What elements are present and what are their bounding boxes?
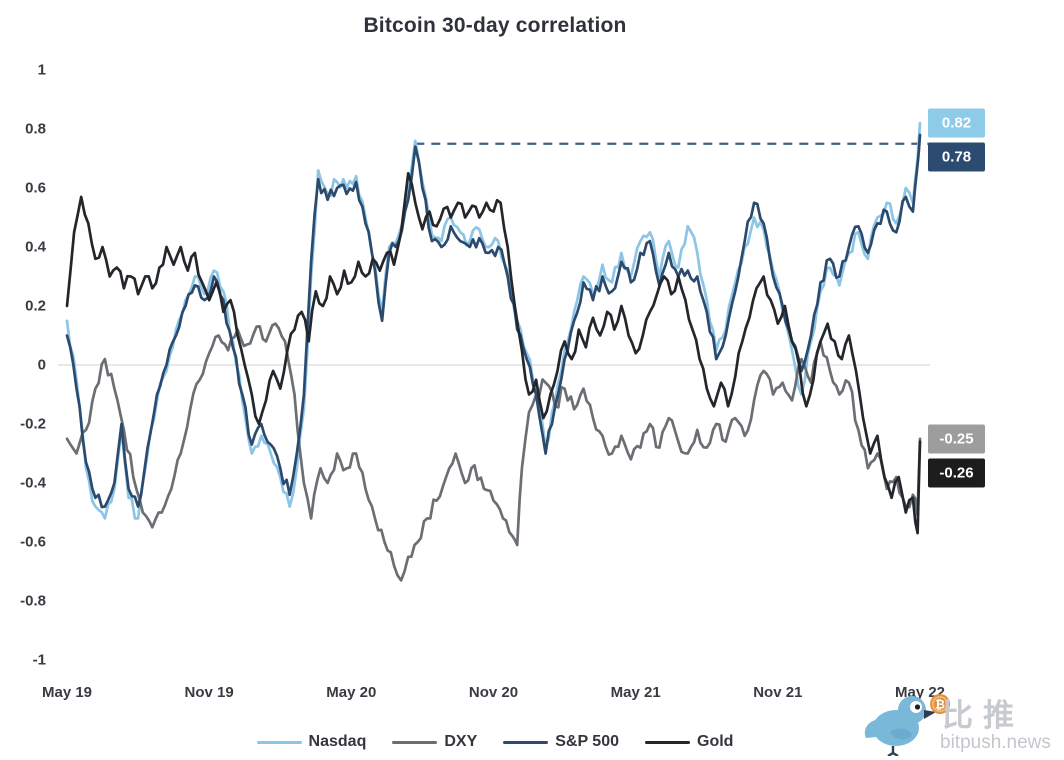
y-tick--0.4: -0.4 <box>20 474 46 492</box>
y-tick-0.8: 0.8 <box>25 120 46 138</box>
legend-label: DXY <box>444 733 478 750</box>
legend-swatch <box>645 740 690 744</box>
svg-text:₿: ₿ <box>935 698 945 712</box>
watermark-chinese-name: 比推 <box>942 698 1024 733</box>
legend-swatch <box>256 740 302 744</box>
bitcoin-coin-icon: ₿ <box>930 694 950 714</box>
series-line-dxy <box>65 322 922 582</box>
end-value-label-gold: -0.26 <box>928 458 985 488</box>
y-tick-0.4: 0.4 <box>25 238 46 256</box>
legend-label: Gold <box>697 733 734 750</box>
legend-item-s-p-500: S&P 500 <box>503 733 619 751</box>
y-tick-0: 0 <box>37 356 46 374</box>
legend-label: S&P 500 <box>555 733 619 750</box>
y-tick--0.6: -0.6 <box>20 533 46 551</box>
series-line-s-p-500 <box>65 133 922 509</box>
series-line-nasdaq <box>65 121 922 520</box>
x-tick-may-21: May 21 <box>610 684 661 701</box>
x-tick-nov-19: Nov 19 <box>184 684 234 701</box>
x-tick-nov-20: Nov 20 <box>468 684 519 701</box>
y-tick--0.2: -0.2 <box>20 415 46 433</box>
y-tick-0.6: 0.6 <box>25 179 46 197</box>
twitter-bird-icon: ₿ <box>864 694 950 756</box>
y-tick-0.2: 0.2 <box>25 297 46 315</box>
series-line-gold <box>65 171 922 535</box>
x-tick-may-20: May 20 <box>326 684 377 701</box>
bitpush-watermark: ₿ 比推 bitpush.news <box>860 688 1064 760</box>
legend-label: Nasdaq <box>308 733 367 750</box>
legend-item-gold: Gold <box>645 733 733 751</box>
end-value-label-nasdaq: 0.82 <box>928 108 985 138</box>
legend-item-dxy: DXY <box>392 733 477 751</box>
x-tick-nov-21: Nov 21 <box>753 684 803 701</box>
y-tick--1: -1 <box>32 651 46 669</box>
legend-swatch <box>503 740 549 744</box>
y-tick--0.8: -0.8 <box>20 592 46 610</box>
legend: Nasdaq DXY S&P 500 Gold <box>0 728 990 756</box>
legend-swatch <box>392 740 438 744</box>
legend-item-nasdaq: Nasdaq <box>256 733 367 751</box>
end-value-label-s-p-500: 0.78 <box>928 142 985 172</box>
chart-title: Bitcoin 30-day correlation <box>363 14 627 37</box>
watermark-domain: bitpush.news <box>940 732 1051 753</box>
end-value-label-dxy: -0.25 <box>928 424 985 454</box>
y-tick-1: 1 <box>37 61 46 79</box>
x-tick-may-19: May 19 <box>41 684 93 701</box>
